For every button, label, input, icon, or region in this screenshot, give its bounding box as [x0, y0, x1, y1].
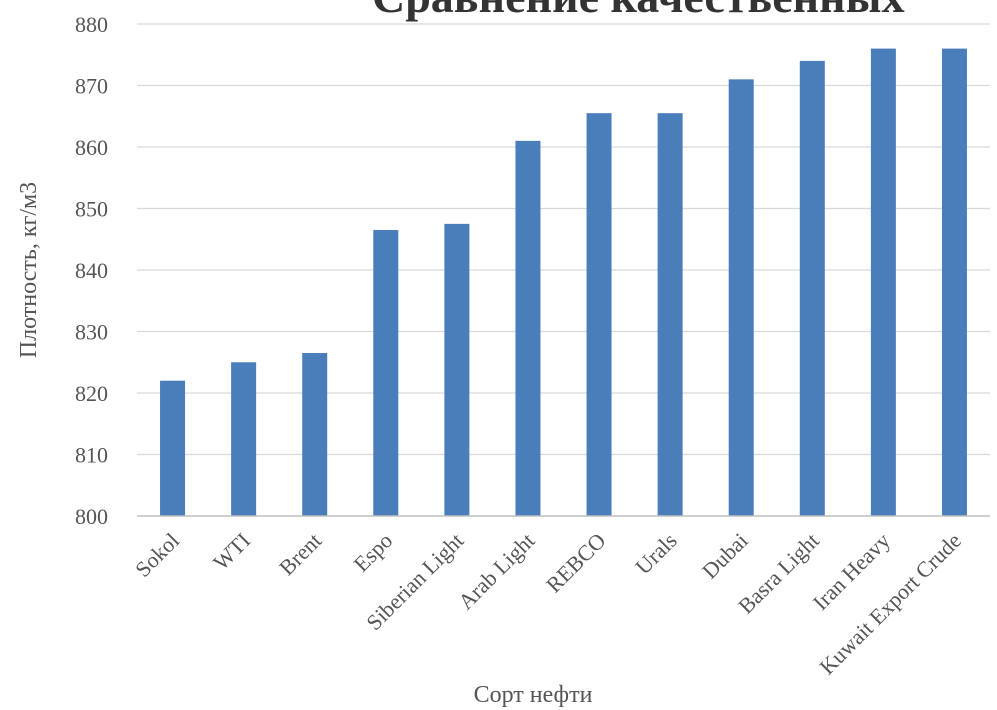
- x-tick-label: WTI: [208, 528, 255, 575]
- bar: [160, 380, 186, 516]
- bar: [657, 113, 683, 517]
- y-axis-ticks: 800 810 820 830 840 850 860 870 880: [75, 12, 108, 529]
- bar: [870, 48, 896, 516]
- x-tick-label: Dubai: [697, 528, 753, 584]
- bar: [799, 60, 825, 517]
- x-tick-label: Brent: [274, 528, 326, 580]
- y-tick-label: 880: [75, 12, 108, 37]
- y-tick-label: 830: [75, 320, 108, 345]
- y-axis-label: Плотность, кг/м3: [16, 182, 42, 358]
- bar: [586, 113, 612, 517]
- y-tick-label: 860: [75, 135, 108, 160]
- bar: [231, 362, 257, 516]
- y-tick-label: 800: [75, 504, 108, 529]
- bar: [941, 48, 967, 516]
- chart-title: Сравнение качественных: [372, 0, 905, 22]
- bar: [302, 353, 328, 516]
- bar: [373, 230, 399, 516]
- bar: [728, 79, 754, 516]
- x-tick-label: Arab Light: [453, 528, 539, 614]
- y-tick-label: 850: [75, 197, 108, 222]
- gridlines: [137, 23, 990, 456]
- x-tick-label: Sokol: [130, 528, 184, 582]
- x-tick-label: Urals: [630, 528, 681, 579]
- x-tick-label: REBCO: [541, 528, 611, 598]
- bar: [444, 223, 470, 516]
- y-tick-label: 870: [75, 74, 108, 99]
- y-tick-label: 820: [75, 381, 108, 406]
- bar: [515, 140, 541, 516]
- y-tick-label: 810: [75, 443, 108, 468]
- x-axis-label: Сорт нефти: [474, 682, 593, 708]
- x-tick-label: Kuwait Export Crude: [814, 528, 966, 680]
- bars: [160, 48, 967, 517]
- x-tick-label: Espo: [349, 528, 398, 577]
- y-tick-label: 840: [75, 258, 108, 283]
